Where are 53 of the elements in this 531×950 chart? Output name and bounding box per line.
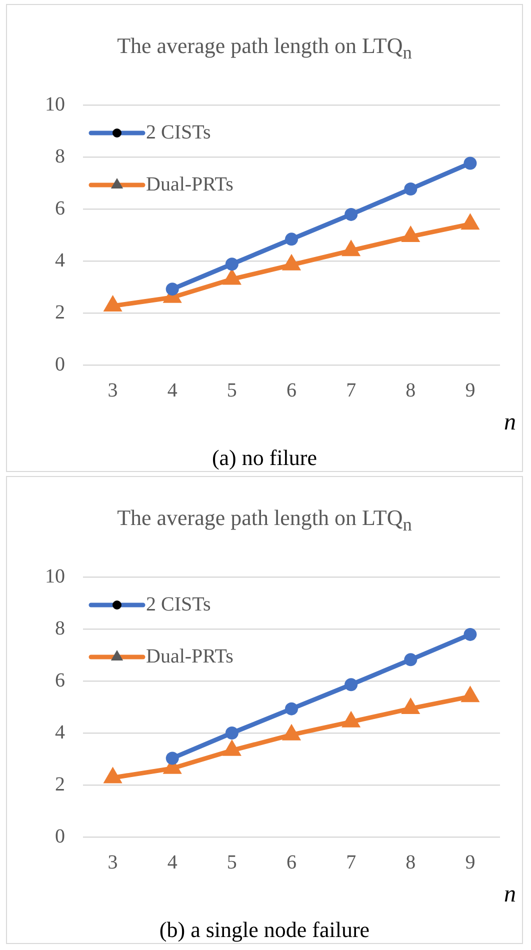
x-tick-label: 9 <box>465 379 476 402</box>
point <box>464 156 477 170</box>
point <box>282 724 302 740</box>
y-tick-label: 4 <box>55 721 65 744</box>
y-tick-label: 8 <box>55 617 65 640</box>
y-tick-label: 10 <box>45 565 65 588</box>
point <box>342 240 361 256</box>
text: (b) a single node failure <box>158 917 371 943</box>
x-tick-label: 4 <box>167 379 178 402</box>
point <box>103 294 122 312</box>
y-tick-label: 0 <box>55 353 65 376</box>
point <box>342 710 361 728</box>
x-axis-title: n <box>504 881 516 908</box>
legend-label: 2 CISTs <box>146 121 211 144</box>
chart-title: The average path length on LTQ$_{n}$ <box>116 505 413 536</box>
y-tick-label: 8 <box>55 145 65 168</box>
x-tick-label: 5 <box>226 379 237 402</box>
x-tick-label: 3 <box>108 379 118 402</box>
y-tick-label: 10 <box>45 93 65 116</box>
point <box>464 628 477 641</box>
point <box>344 208 358 221</box>
legend-label: 2 CISTs <box>146 593 211 616</box>
point <box>103 766 122 784</box>
x-tick-label: 6 <box>286 379 296 402</box>
legend-label: Dual-PRTs <box>146 173 234 196</box>
y-tick-label: 6 <box>55 197 65 220</box>
x-tick-label: 6 <box>286 851 296 874</box>
y-tick-label: 6 <box>55 669 65 692</box>
x-tick-label: 8 <box>406 851 416 874</box>
legend-label: Dual-PRTs <box>146 645 234 668</box>
chart-title: The average path length on LTQ$_{n}$ <box>116 33 413 64</box>
point <box>222 739 242 756</box>
x-tick-label: 9 <box>465 851 476 874</box>
y-tick-label: 4 <box>55 249 65 272</box>
point <box>460 213 480 230</box>
point <box>460 686 480 702</box>
x-tick-label: 7 <box>346 851 356 874</box>
x-tick-label: 3 <box>108 851 118 874</box>
point <box>404 653 418 666</box>
x-axis-title: n <box>504 409 516 436</box>
point <box>344 678 358 692</box>
x-tick-label: 5 <box>226 851 237 874</box>
text: (a) no filure <box>210 445 318 471</box>
y-tick-label: 2 <box>55 773 65 796</box>
y-tick-label: 2 <box>55 301 65 324</box>
point <box>282 254 302 270</box>
point <box>401 226 420 242</box>
x-tick-label: 8 <box>406 379 416 402</box>
x-tick-label: 4 <box>167 851 178 874</box>
point <box>404 182 418 196</box>
x-tick-label: 7 <box>346 379 356 402</box>
point <box>401 698 420 714</box>
y-tick-label: 0 <box>55 825 65 848</box>
